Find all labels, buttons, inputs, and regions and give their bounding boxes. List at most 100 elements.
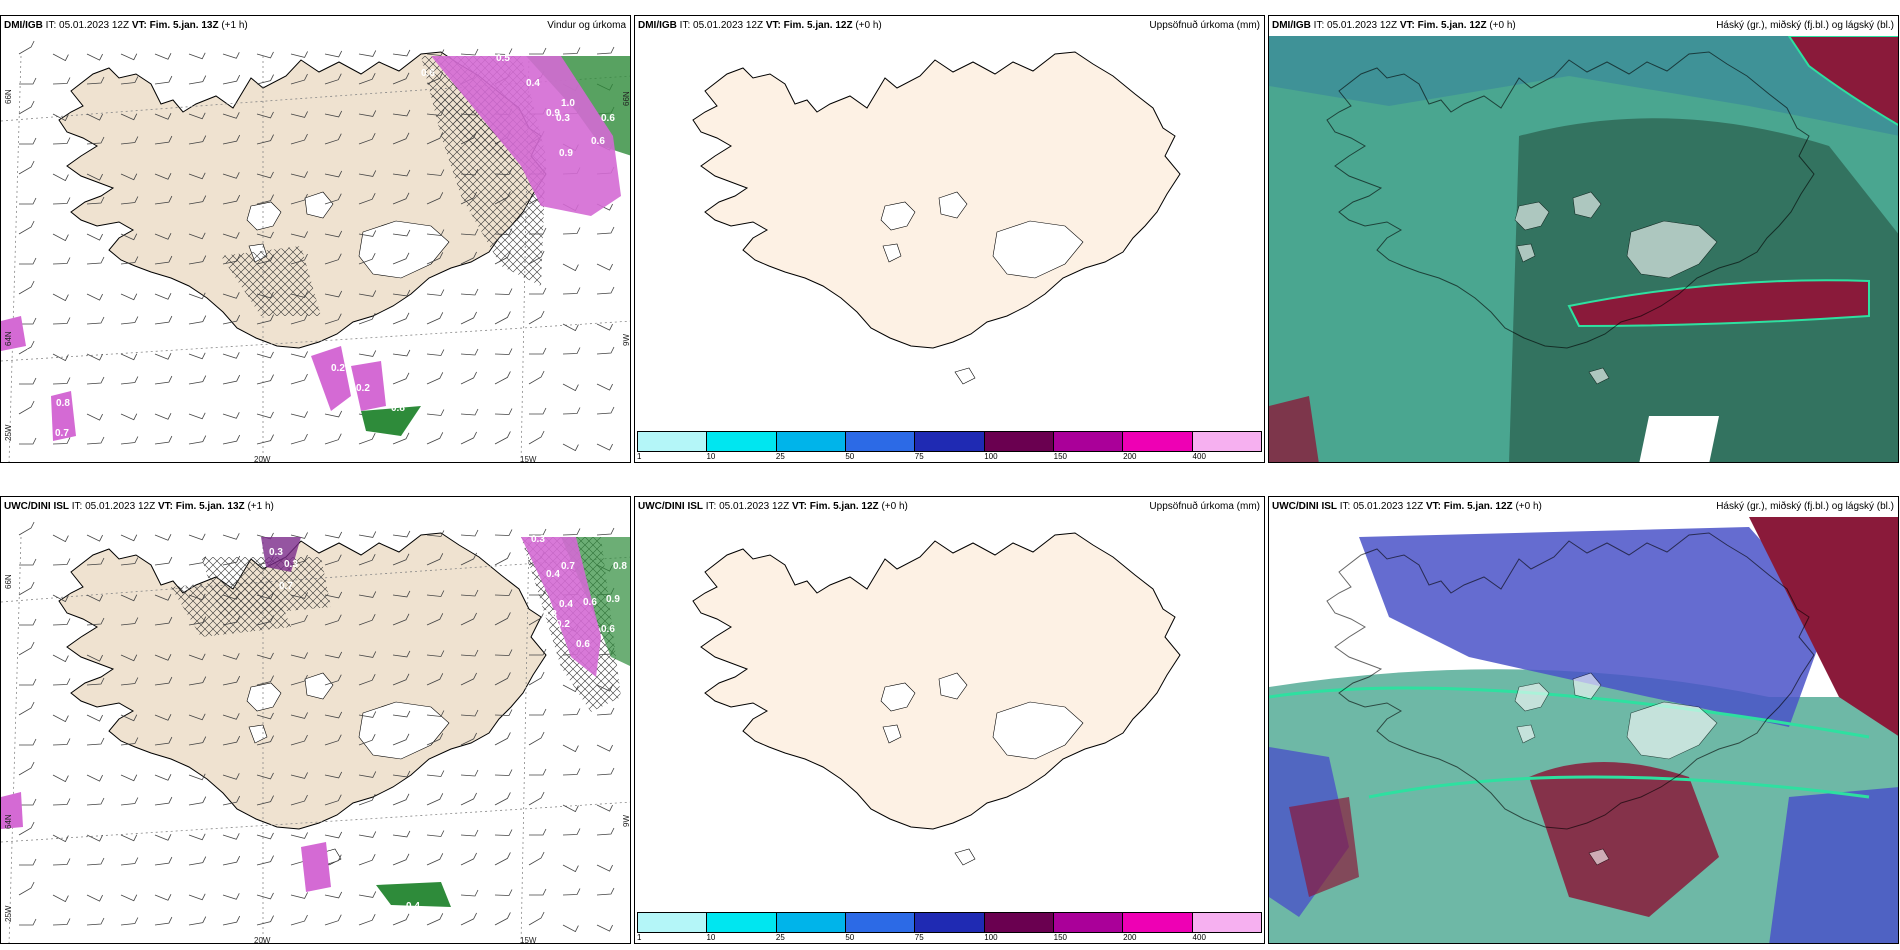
wind-barb: [460, 612, 477, 626]
map-panel-precip-dmi: DMI/IGB IT: 05.01.2023 12Z VT: Fim. 5.ja…: [634, 15, 1265, 463]
wind-barb: [324, 531, 343, 539]
wind-barb: [460, 889, 479, 897]
wind-barb: [562, 888, 581, 896]
wind-barb: [120, 834, 138, 842]
colorbar-segment: [984, 432, 1054, 451]
wind-barb: [19, 137, 37, 145]
wind-barb: [19, 918, 37, 926]
precip-value-label: 0.3: [543, 609, 557, 620]
wind-barb: [52, 678, 71, 686]
wind-barb: [188, 893, 206, 901]
cloud-layer-mid: [1769, 787, 1898, 943]
wind-barb: [256, 855, 274, 866]
clear-sky-area: [1639, 416, 1719, 462]
wind-barb: [86, 173, 103, 181]
colorbar-segment: [1123, 913, 1193, 932]
wind-barb: [154, 856, 173, 866]
wind-barb: [290, 832, 308, 839]
wind-barb: [528, 851, 545, 866]
wind-barb: [256, 51, 274, 59]
wind-barb: [222, 675, 241, 686]
wind-barb: [426, 553, 444, 566]
wind-barb: [494, 769, 513, 776]
precip-value-label: 0.4: [526, 78, 540, 89]
wind-barb: [154, 774, 172, 781]
wind-barb: [562, 443, 579, 452]
wind-barb: [52, 53, 69, 62]
wind-barb: [222, 795, 241, 806]
wind-barb: [86, 737, 105, 746]
wind-barb: [596, 827, 615, 836]
colorbar-tick: 400: [1192, 933, 1206, 942]
wind-barb: [529, 347, 547, 355]
wind-barb: [426, 312, 444, 325]
colorbar-segment: [1053, 432, 1124, 451]
wind-barb: [426, 853, 444, 866]
wind-barb: [324, 794, 342, 806]
wind-barb: [52, 317, 71, 325]
wind-barb: [222, 434, 241, 445]
glacier-outline: [938, 191, 968, 219]
precip-pink-area: [311, 346, 351, 411]
wind-barb: [358, 290, 377, 297]
wind-barb: [120, 534, 138, 542]
colorbar-segment: [638, 913, 708, 932]
precip-colorbar: [637, 912, 1262, 933]
glacier-outline: [992, 701, 1084, 760]
colorbar-tick: 100: [984, 452, 998, 461]
precip-value-label: 1.0: [561, 98, 575, 109]
wind-barb: [222, 292, 240, 299]
wind-barb: [52, 594, 69, 603]
wind-barb: [596, 864, 613, 872]
wind-barb: [188, 773, 206, 781]
wind-barb: [324, 133, 342, 145]
wind-barb: [426, 192, 444, 205]
precip-value-label: 0.9: [546, 108, 560, 119]
iceland-coastline: [1326, 532, 1815, 830]
iceland-landmass: [1326, 532, 1815, 866]
wind-barb: [154, 353, 172, 360]
wind-barb: [358, 50, 377, 57]
wind-barb: [120, 196, 139, 205]
wind-barb: [596, 527, 615, 536]
wind-barb: [529, 888, 547, 896]
precip-value-label: 0.6: [591, 136, 605, 147]
wind-barb: [290, 674, 308, 686]
colorbar-tick: 75: [914, 933, 924, 942]
wind-barb: [324, 651, 343, 659]
wind-barb: [19, 257, 37, 265]
wind-barb: [256, 231, 274, 239]
colorbar-segment: [845, 432, 916, 451]
wind-barb: [426, 432, 444, 445]
wind-barb: [426, 169, 445, 176]
wind-barb: [52, 353, 69, 362]
wind-barb: [358, 531, 377, 538]
wind-barb: [494, 672, 511, 686]
wind-barb: [256, 194, 274, 205]
wind-barb: [494, 529, 513, 536]
precip-value-label: 0.4: [406, 901, 420, 912]
wind-barb: [52, 918, 71, 926]
wind-barb: [494, 589, 513, 596]
wind-barb: [120, 714, 138, 722]
wind-barb: [562, 708, 581, 716]
colorbar-tick: 10: [706, 933, 716, 942]
wind-barb: [188, 375, 207, 385]
map-panel-cloud-dmi: DMI/IGB IT: 05.01.2023 12Z VT: Fim. 5.ja…: [1268, 15, 1899, 463]
wind-barb: [324, 193, 342, 205]
wind-barb: [324, 433, 342, 445]
wind-barb: [52, 858, 71, 866]
longitude-line: [8, 55, 22, 462]
wind-barb: [222, 893, 240, 900]
wind-barb: [392, 132, 410, 145]
wind-barb: [358, 891, 377, 898]
precip-value-label: 0.4: [559, 599, 573, 610]
precip-pink-area: [1, 316, 26, 351]
wind-barb: [596, 383, 613, 391]
wind-barb: [324, 313, 342, 325]
wind-barb: [529, 768, 547, 776]
iceland-coastline: [692, 532, 1181, 830]
precip-value-label: 0.3: [269, 547, 283, 558]
wind-barb: [392, 830, 411, 838]
wind-barb: [256, 892, 274, 900]
